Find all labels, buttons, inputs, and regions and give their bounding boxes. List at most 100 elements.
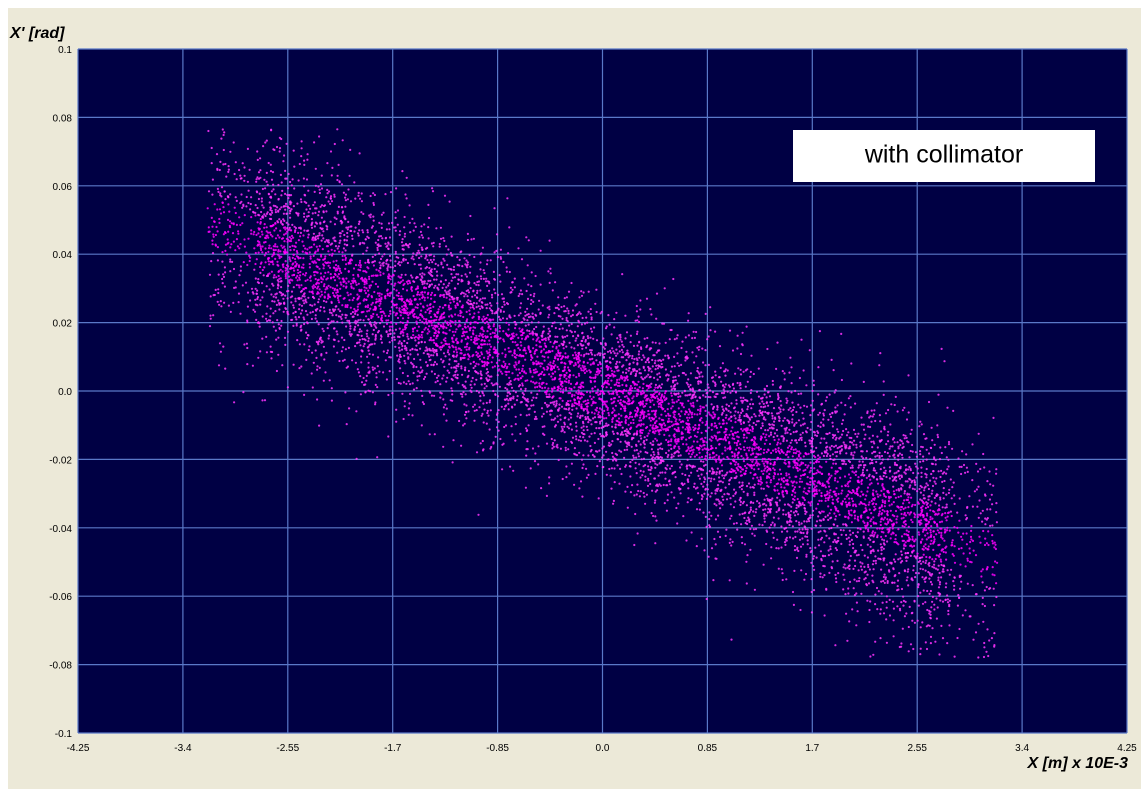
- scatter-point: [722, 420, 724, 422]
- scatter-point: [765, 504, 767, 506]
- scatter-point: [307, 190, 309, 192]
- scatter-point: [486, 321, 488, 323]
- scatter-point: [788, 473, 790, 475]
- scatter-point: [341, 206, 343, 208]
- scatter-point: [501, 306, 503, 308]
- scatter-point: [793, 452, 795, 454]
- scatter-point: [672, 405, 674, 407]
- scatter-point: [319, 367, 321, 369]
- scatter-point: [879, 457, 881, 459]
- scatter-point: [489, 401, 491, 403]
- scatter-point: [351, 255, 353, 257]
- scatter-point: [704, 364, 706, 366]
- scatter-point: [388, 315, 390, 317]
- scatter-point: [681, 438, 683, 440]
- scatter-point: [255, 319, 257, 321]
- scatter-point: [263, 241, 265, 243]
- scatter-point: [843, 441, 845, 443]
- scatter-point: [329, 309, 331, 311]
- scatter-point: [944, 512, 946, 514]
- scatter-point: [286, 264, 288, 266]
- scatter-point: [607, 380, 609, 382]
- scatter-point: [853, 451, 855, 453]
- scatter-point: [421, 281, 423, 283]
- scatter-point: [322, 278, 324, 280]
- scatter-point: [753, 464, 755, 466]
- scatter-point: [431, 275, 433, 277]
- scatter-point: [385, 237, 387, 239]
- scatter-point: [519, 330, 521, 332]
- scatter-point: [980, 575, 982, 577]
- scatter-point: [934, 481, 936, 483]
- scatter-point: [463, 334, 465, 336]
- scatter-point: [404, 345, 406, 347]
- scatter-point: [930, 473, 932, 475]
- scatter-point: [699, 509, 701, 511]
- scatter-point: [259, 157, 261, 159]
- scatter-point: [897, 455, 899, 457]
- scatter-point: [478, 300, 480, 302]
- scatter-point: [780, 486, 782, 488]
- scatter-point: [582, 463, 584, 465]
- scatter-point: [945, 473, 947, 475]
- scatter-point: [263, 227, 265, 229]
- scatter-point: [273, 253, 275, 255]
- scatter-point: [305, 287, 307, 289]
- scatter-point: [775, 451, 777, 453]
- scatter-point: [537, 445, 539, 447]
- scatter-point: [280, 174, 282, 176]
- scatter-point: [978, 499, 980, 501]
- scatter-point: [504, 304, 506, 306]
- scatter-point: [758, 446, 760, 448]
- scatter-point: [484, 387, 486, 389]
- scatter-point: [478, 311, 480, 313]
- scatter-point: [490, 346, 492, 348]
- scatter-point: [825, 535, 827, 537]
- scatter-point: [500, 249, 502, 251]
- scatter-point: [272, 184, 274, 186]
- scatter-point: [615, 355, 617, 357]
- scatter-point: [554, 439, 556, 441]
- scatter-point: [677, 428, 679, 430]
- scatter-point: [616, 454, 618, 456]
- scatter-point: [726, 456, 728, 458]
- scatter-point: [331, 174, 333, 176]
- scatter-point: [621, 391, 623, 393]
- scatter-point: [282, 270, 284, 272]
- scatter-point: [235, 196, 237, 198]
- scatter-point: [731, 437, 733, 439]
- scatter-point: [314, 303, 316, 305]
- scatter-point: [667, 456, 669, 458]
- scatter-point: [375, 327, 377, 329]
- scatter-point: [704, 349, 706, 351]
- scatter-point: [261, 204, 263, 206]
- scatter-point: [466, 276, 468, 278]
- scatter-point: [468, 291, 470, 293]
- scatter-point: [255, 277, 257, 279]
- scatter-point: [995, 548, 997, 550]
- scatter-point: [330, 221, 332, 223]
- scatter-point: [430, 298, 432, 300]
- scatter-point: [600, 374, 602, 376]
- scatter-point: [852, 444, 854, 446]
- scatter-point: [272, 312, 274, 314]
- scatter-point: [384, 243, 386, 245]
- scatter-point: [774, 473, 776, 475]
- scatter-point: [807, 476, 809, 478]
- scatter-point: [783, 481, 785, 483]
- scatter-point: [590, 308, 592, 310]
- scatter-point: [497, 365, 499, 367]
- scatter-point: [548, 308, 550, 310]
- scatter-point: [245, 282, 247, 284]
- scatter-point: [680, 402, 682, 404]
- scatter-point: [258, 214, 260, 216]
- scatter-point: [856, 580, 858, 582]
- scatter-point: [804, 513, 806, 515]
- scatter-point: [287, 271, 289, 273]
- scatter-point: [273, 296, 275, 298]
- scatter-point: [897, 580, 899, 582]
- scatter-point: [696, 400, 698, 402]
- scatter-point: [320, 281, 322, 283]
- scatter-point: [818, 531, 820, 533]
- scatter-point: [849, 559, 851, 561]
